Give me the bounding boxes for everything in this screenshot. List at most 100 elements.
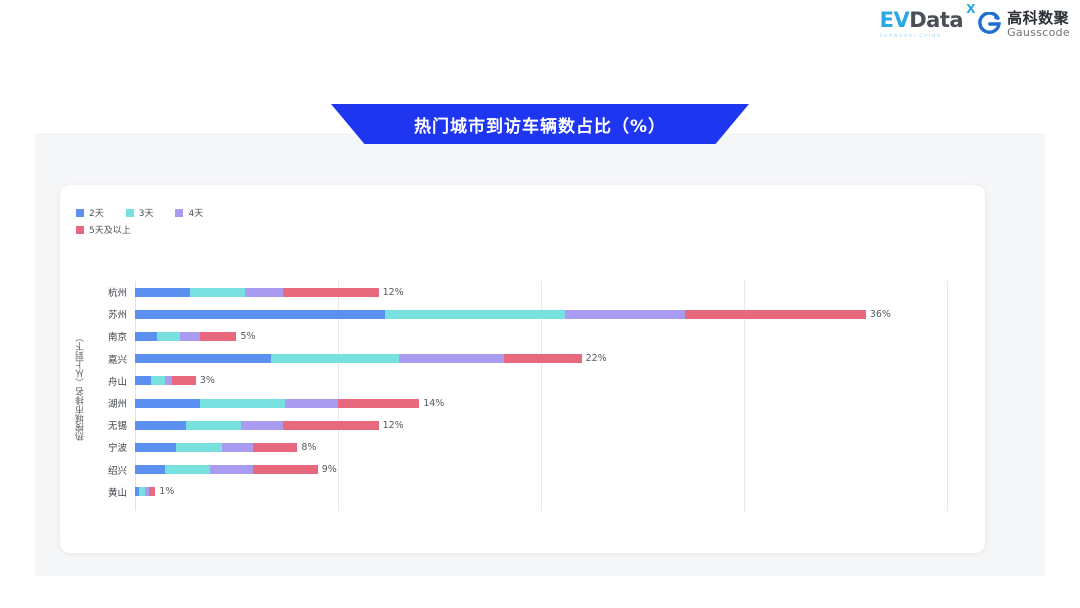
bar-segment-3天 <box>185 420 241 430</box>
category-label: 黄山 <box>107 487 127 499</box>
stacked-bar[interactable] <box>135 376 196 386</box>
stacked-bar[interactable] <box>135 287 379 297</box>
legend-label: 4天 <box>188 209 204 219</box>
bar-segment-4天 <box>240 420 284 430</box>
stacked-bar[interactable] <box>135 398 420 408</box>
bar-row: 黄山 1% <box>108 481 945 503</box>
category-label: 杭州 <box>107 288 127 299</box>
bar-segment-2天 <box>135 331 158 341</box>
category-label: 苏州 <box>107 310 127 322</box>
bar-value-label: 3% <box>199 375 215 387</box>
bar-segment-5天及以上 <box>252 465 318 475</box>
evdata-superscript-x: X <box>966 2 976 16</box>
evdata-subtitle: SHANGHAI CHINA <box>879 34 942 39</box>
evdata-suffix: Data <box>909 8 964 32</box>
bar-segment-3天 <box>189 287 245 297</box>
bar-value-label: 22% <box>585 353 607 365</box>
bar-value-label: 5% <box>240 330 256 342</box>
bar-segment-2天 <box>135 487 140 497</box>
y-axis-title: 热搜城市排名（从上到下） <box>76 333 86 441</box>
bar-segment-2天 <box>135 442 176 452</box>
header-logos: EVData X SHANGHAI CHINA 高科数聚 Gausscode <box>879 3 1070 39</box>
bar-row: 湖州 14% <box>108 392 945 414</box>
gausscode-logo: 高科数聚 Gausscode <box>977 8 1070 38</box>
category-label: 绍兴 <box>107 465 127 477</box>
category-label: 舟山 <box>107 376 127 388</box>
bar-segment-4天 <box>145 487 150 497</box>
bar-segment-3天 <box>271 354 399 364</box>
legend-item-5天及以上[interactable]: 5天及以上 <box>76 223 131 236</box>
bar-segment-2天 <box>135 354 271 364</box>
plot-area: 杭州 12% 苏州 36% 南京 5% 嘉兴 22% 舟山 3% 湖州 14% 无锡 12% 宁波 8% 绍兴 9… <box>108 281 948 511</box>
bar-segment-5天及以上 <box>283 420 379 430</box>
legend-item-4天[interactable]: 4天 <box>175 206 203 219</box>
bar-row: 宁波 8% <box>108 436 945 458</box>
gridline-40 <box>947 281 948 511</box>
legend-item-3天[interactable]: 3天 <box>125 206 154 219</box>
bar-row: 苏州 36% <box>108 303 945 325</box>
legend-item-2天[interactable]: 2天 <box>76 206 104 219</box>
legend-swatch-icon <box>175 208 184 217</box>
stacked-bar[interactable] <box>135 331 237 341</box>
bar-row: 绍兴 9% <box>108 459 945 481</box>
bar-segment-5天及以上 <box>685 309 866 319</box>
bar-segment-2天 <box>135 420 186 430</box>
bar-segment-4天 <box>244 287 284 297</box>
bar-segment-5天及以上 <box>337 398 420 408</box>
bar-segment-4天 <box>210 465 253 475</box>
bar-row: 嘉兴 22% <box>108 348 945 370</box>
bar-segment-3天 <box>175 442 223 452</box>
legend-label: 3天 <box>138 209 154 219</box>
bar-segment-3天 <box>151 376 166 386</box>
evdata-logo: EVData X SHANGHAI CHINA <box>879 3 976 39</box>
bar-segment-3天 <box>157 331 180 341</box>
bar-segment-5天及以上 <box>171 376 196 386</box>
bar-segment-4天 <box>565 309 686 319</box>
stacked-bar[interactable] <box>135 487 156 497</box>
gridline-30 <box>744 281 745 511</box>
chart-card: 2天 3天 4天 5天及以上 热搜城市排名（从上到下） 杭州 12% 苏州 36% 南京 5% 嘉… <box>60 185 985 553</box>
bar-segment-3天 <box>384 309 566 319</box>
bar-row: 杭州 12% <box>108 281 945 303</box>
bar-segment-5天及以上 <box>149 487 156 497</box>
gausscode-text: 高科数聚 Gausscode <box>1007 8 1070 38</box>
y-axis-line <box>135 281 136 511</box>
bar-value-label: 1% <box>159 486 175 498</box>
bar-value-label: 12% <box>382 286 404 298</box>
bar-value-label: 14% <box>423 397 445 409</box>
bar-segment-2天 <box>135 309 385 319</box>
bar-segment-4天 <box>165 376 172 386</box>
bar-row: 南京 5% <box>108 325 945 347</box>
gridline-20 <box>541 281 542 511</box>
legend-label: 5天及以上 <box>89 226 131 236</box>
bar-segment-4天 <box>222 442 253 452</box>
stacked-bar[interactable] <box>135 442 298 452</box>
stacked-bar[interactable] <box>135 420 379 430</box>
bar-row: 舟山 3% <box>108 370 945 392</box>
stacked-bar[interactable] <box>135 354 582 364</box>
bar-segment-5天及以上 <box>504 354 582 364</box>
bar-segment-5天及以上 <box>199 331 237 341</box>
bar-value-label: 8% <box>301 441 317 453</box>
legend-swatch-icon <box>76 225 84 234</box>
bar-segment-2天 <box>135 465 166 475</box>
category-label: 无锡 <box>107 421 127 433</box>
gausscode-c-icon <box>977 11 1002 36</box>
bar-segment-3天 <box>139 487 146 497</box>
bar-segment-4天 <box>179 331 200 341</box>
bar-segment-4天 <box>398 354 505 364</box>
bar-value-label: 36% <box>869 308 891 320</box>
bar-segment-2天 <box>135 287 190 297</box>
bar-segment-3天 <box>165 465 211 475</box>
bar-segment-3天 <box>199 398 286 408</box>
gausscode-cn-name: 高科数聚 <box>1007 8 1070 27</box>
category-label: 南京 <box>107 332 127 344</box>
bar-segment-5天及以上 <box>252 442 298 452</box>
stacked-bar[interactable] <box>135 465 318 475</box>
page-title: 热门城市到访车辆数占比（%） <box>413 116 667 137</box>
title-banner: 热门城市到访车辆数占比（%） <box>331 104 749 144</box>
legend-swatch-icon <box>125 208 134 217</box>
evdata-wordmark: EVData X <box>880 3 976 32</box>
stacked-bar[interactable] <box>135 309 866 319</box>
